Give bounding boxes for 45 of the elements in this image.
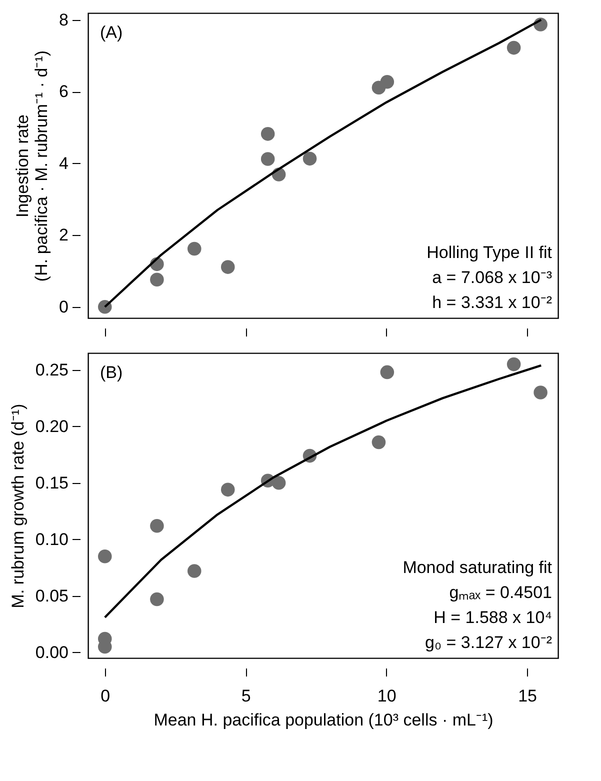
point — [220, 482, 235, 497]
y-tick-label: 6 — [59, 82, 68, 102]
x-tick-label: 15 — [518, 686, 538, 706]
point — [150, 272, 164, 286]
point — [506, 357, 521, 372]
y-axis-title: Ingestion rate (H. pacifica · M. rubrum⁻¹ · d⁻¹) — [13, 50, 52, 282]
point — [220, 260, 235, 274]
annotation: Holling Type II fit — [426, 243, 552, 262]
point — [260, 127, 275, 141]
point — [98, 549, 112, 564]
y-tick-label: 2 — [59, 226, 68, 245]
point — [187, 242, 202, 256]
y-tick-label: 0.05 — [35, 586, 68, 606]
y-tick-label: 0.00 — [35, 642, 68, 662]
annotation: gₘₐₓ = 0.4501 — [449, 583, 552, 602]
x-tick-label: 0 — [100, 686, 110, 706]
point — [272, 476, 286, 490]
point — [187, 564, 202, 578]
point — [302, 152, 317, 166]
annotation: Monod saturating fit — [402, 558, 552, 577]
point — [380, 75, 394, 89]
y-tick-label: 0.25 — [35, 360, 68, 380]
x-tick-label: 10 — [377, 686, 396, 706]
point — [506, 40, 521, 55]
x-tick-label: 5 — [241, 686, 251, 706]
point — [372, 435, 386, 450]
y-tick-label: 4 — [59, 154, 68, 173]
annotation: a = 7.068 x 10⁻³ — [432, 268, 552, 287]
point — [380, 365, 394, 380]
y-tick-label: 0.10 — [35, 530, 68, 549]
point — [534, 386, 548, 400]
point — [150, 518, 164, 533]
y-tick-label: 0 — [59, 297, 68, 316]
annotation: h = 3.331 x 10⁻² — [432, 293, 552, 312]
annotation: (A) — [100, 23, 123, 42]
annotation: H = 1.588 x 10⁴ — [434, 608, 552, 627]
annotation: g₀ = 3.127 x 10⁻² — [425, 633, 552, 652]
y-tick-label: 8 — [59, 10, 68, 30]
annotation: (B) — [100, 363, 123, 382]
point — [150, 592, 164, 606]
y-axis-title: M. rubrum growth rate (d⁻¹) — [8, 404, 28, 608]
y-tick-label: 0.20 — [35, 416, 68, 436]
y-tick-label: 0.15 — [35, 473, 68, 492]
x-axis-title: Mean H. pacifica population (10³ cells · mL⁻¹) — [154, 710, 494, 730]
point — [260, 152, 275, 166]
